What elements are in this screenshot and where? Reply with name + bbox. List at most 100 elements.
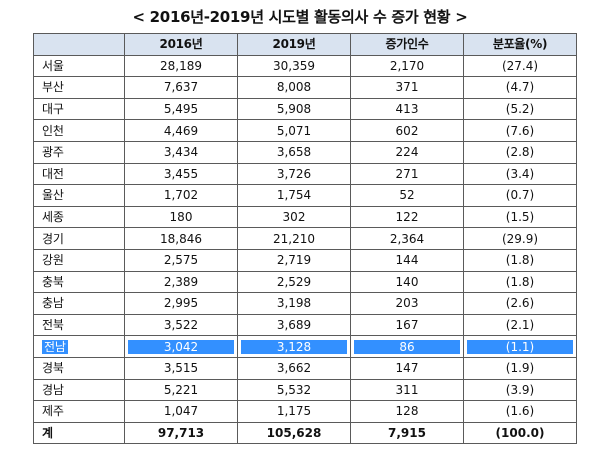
value-2016-cell-text: 7,637 — [163, 80, 199, 95]
value-2016-cell: 2,575 — [124, 248, 238, 272]
region-cell: 제주 — [33, 400, 125, 423]
increase-cell: 413 — [350, 97, 464, 121]
increase-cell-text: 52 — [399, 188, 415, 203]
increase-cell: 144 — [350, 248, 464, 272]
region-cell-text: 울산 — [42, 188, 64, 203]
increase-cell: 271 — [350, 162, 464, 186]
value-2016-cell: 1,702 — [124, 184, 238, 207]
region-cell-text: 경북 — [42, 361, 64, 376]
increase-cell: 602 — [350, 119, 464, 142]
total-row: 계 97,713 105,628 7,915 (100.0) — [33, 421, 577, 445]
value-2016-cell-text: 18,846 — [160, 231, 202, 246]
increase-cell-text: 371 — [395, 80, 419, 95]
region-cell-text: 계 — [42, 425, 53, 440]
share-cell-text: (2.1) — [505, 318, 535, 333]
table-row: 울산 1,702 1,754 52 (0.7) — [33, 184, 577, 207]
share-cell: (29.9) — [463, 227, 577, 250]
increase-cell: 167 — [350, 313, 464, 337]
region-cell: 울산 — [33, 184, 125, 207]
value-2016-cell-text: 5,495 — [163, 102, 199, 117]
value-2019-cell-text: 2,719 — [276, 253, 312, 268]
value-2019-cell-text: 5,908 — [276, 102, 312, 117]
share-cell-text: (1.8) — [505, 253, 535, 268]
table-row: 서울 28,189 30,359 2,170 (27.4) — [33, 54, 577, 78]
region-cell: 계 — [33, 421, 125, 445]
share-cell-text: (3.9) — [505, 382, 535, 397]
value-2016-cell: 180 — [124, 205, 238, 229]
table-row: 부산 7,637 8,008 371 (4.7) — [33, 76, 577, 99]
table-body: 서울 28,189 30,359 2,170 (27.4) 부산 7,637 8,008 371… — [33, 54, 577, 445]
region-cell-text: 전북 — [42, 318, 64, 333]
increase-cell: 128 — [350, 400, 464, 423]
share-cell: (7.6) — [463, 119, 577, 142]
increase-cell: 147 — [350, 356, 464, 380]
value-2019-cell: 1,754 — [237, 184, 351, 207]
table-row: 제주 1,047 1,175 128 (1.6) — [33, 400, 577, 423]
table-row: 전남 3,042 3,128 86 (1.1) — [33, 335, 577, 358]
share-cell: (5.2) — [463, 97, 577, 121]
table-row: 광주 3,434 3,658 224 (2.8) — [33, 140, 577, 164]
region-cell-text: 세종 — [42, 210, 64, 225]
value-2016-cell-text: 2,389 — [163, 274, 199, 289]
region-cell: 경기 — [33, 227, 125, 250]
value-2016-cell: 1,047 — [124, 400, 238, 423]
share-cell-text: (2.6) — [505, 296, 535, 311]
share-cell-text: (3.4) — [505, 166, 535, 181]
region-cell: 경북 — [33, 356, 125, 380]
region-cell-text: 대전 — [42, 166, 64, 181]
header-2019: 2019년 — [237, 33, 351, 56]
value-2019-cell-text: 21,210 — [273, 231, 315, 246]
table-row: 세종 180 302 122 (1.5) — [33, 205, 577, 229]
value-2016-cell: 3,515 — [124, 356, 238, 380]
region-cell-text: 충북 — [42, 274, 64, 289]
table-row: 강원 2,575 2,719 144 (1.8) — [33, 248, 577, 272]
region-cell-text: 경기 — [42, 231, 64, 246]
value-2016-cell-text: 2,575 — [163, 253, 199, 268]
region-cell: 부산 — [33, 76, 125, 99]
share-cell-text: (1.1) — [467, 339, 573, 354]
share-cell: (2.6) — [463, 292, 577, 315]
region-cell: 세종 — [33, 205, 125, 229]
value-2019-cell: 3,689 — [237, 313, 351, 337]
increase-cell: 122 — [350, 205, 464, 229]
value-2016-cell: 4,469 — [124, 119, 238, 142]
region-cell-text: 충남 — [42, 296, 64, 311]
increase-cell-text: 311 — [395, 382, 419, 397]
increase-cell-text: 271 — [395, 166, 419, 181]
value-2016-cell: 5,495 — [124, 97, 238, 121]
physician-stats-table: 2016년 2019년 증가인수 분포율(%) 서울 28,189 30,359 2,… — [33, 33, 577, 445]
share-cell: (3.4) — [463, 162, 577, 186]
value-2019-cell: 3,128 — [237, 335, 351, 358]
region-cell-text: 부산 — [42, 80, 64, 95]
region-cell: 광주 — [33, 140, 125, 164]
region-cell: 충북 — [33, 270, 125, 294]
value-2019-cell-text: 5,532 — [276, 382, 312, 397]
share-cell: (1.8) — [463, 248, 577, 272]
value-2019-cell: 5,908 — [237, 97, 351, 121]
value-2019-cell: 2,529 — [237, 270, 351, 294]
increase-cell: 2,170 — [350, 54, 464, 78]
increase-cell-text: 128 — [395, 404, 419, 419]
increase-cell-text: 122 — [395, 210, 419, 225]
region-cell: 대구 — [33, 97, 125, 121]
increase-cell-text: 224 — [395, 145, 419, 160]
share-cell: (1.5) — [463, 205, 577, 229]
value-2019-cell-text: 3,128 — [241, 339, 347, 354]
value-2019-cell-text: 3,689 — [276, 318, 312, 333]
share-cell: (1.1) — [463, 335, 577, 358]
region-cell: 전북 — [33, 313, 125, 337]
share-cell-text: (27.4) — [501, 58, 539, 73]
share-cell-text: (2.8) — [505, 145, 535, 160]
value-2019-cell-text: 1,754 — [276, 188, 312, 203]
value-2019-cell: 21,210 — [237, 227, 351, 250]
value-2016-cell: 3,455 — [124, 162, 238, 186]
header-share: 분포율(%) — [463, 33, 577, 56]
region-cell-text: 제주 — [42, 404, 64, 419]
share-cell: (100.0) — [463, 421, 577, 445]
region-cell: 전남 — [33, 335, 125, 358]
increase-cell: 311 — [350, 378, 464, 402]
table-title: < 2016년-2019년 시도별 활동의사 수 증가 현황 > — [132, 8, 468, 26]
value-2016-cell-text: 1,047 — [163, 404, 199, 419]
header-increase: 증가인수 — [350, 33, 464, 56]
increase-cell: 52 — [350, 184, 464, 207]
